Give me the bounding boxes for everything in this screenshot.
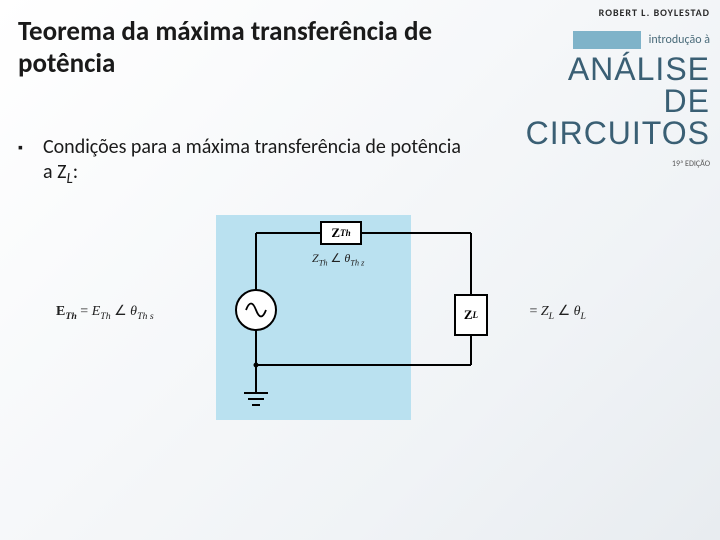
- angle-sign: ∠: [114, 304, 130, 319]
- zth-mag: Z: [312, 251, 319, 265]
- zth-box: ZTh: [320, 221, 362, 245]
- zl-box-label: Z: [464, 307, 473, 323]
- zth-equation: ZTh ∠ θTh z: [312, 251, 364, 267]
- bullet-marker: ▪: [18, 139, 23, 156]
- zl-box: ZL: [454, 294, 488, 336]
- book-author: ROBERT L. BOYLESTAD: [515, 6, 710, 19]
- zth-box-label: Z: [331, 225, 340, 241]
- angle-sign-3: ∠: [558, 304, 574, 319]
- book-title-2: CIRCUITOS: [526, 115, 710, 151]
- book-intro-bar: introdução à: [515, 31, 710, 49]
- book-intro: introdução à: [649, 33, 710, 47]
- theta-l-sub: L: [581, 311, 586, 322]
- bullet-item: ▪ Condições para a máxima transferência …: [18, 135, 463, 189]
- zl-mag: Z: [541, 304, 549, 319]
- angle-sign-2: ∠: [331, 251, 345, 265]
- book-title: ANÁLISE DE CIRCUITOS: [515, 53, 710, 149]
- zl-mag-sub: L: [549, 311, 554, 322]
- zl-box-sub: L: [473, 310, 479, 320]
- eth-symbol: E: [56, 304, 65, 319]
- book-edition: 19ª EDIÇÃO: [515, 159, 710, 169]
- bullet-text: Condições para a máxima transferência de…: [43, 135, 463, 189]
- bullet-prefix: Condições para a máxima transferência de…: [43, 135, 461, 184]
- theta-z-sub: Th z: [350, 258, 364, 267]
- eth-mag: E: [92, 304, 101, 319]
- page-title: Teorema da máxima transferência de potên…: [18, 16, 478, 81]
- theta-3: θ: [574, 304, 581, 319]
- zth-box-sub: Th: [340, 228, 351, 238]
- eq-sign-2: =: [529, 304, 540, 319]
- eth-mag-sub: Th: [100, 311, 110, 322]
- theta-sub: Th s: [137, 311, 154, 322]
- zl-equation: = ZL ∠ θL: [529, 303, 586, 322]
- eq-sign: =: [80, 304, 91, 319]
- bullet-suffix: :: [73, 160, 78, 184]
- eth-sub: Th: [65, 311, 76, 322]
- book-sidebar: ROBERT L. BOYLESTAD introdução à ANÁLISE…: [515, 6, 710, 169]
- book-swatch: [573, 31, 641, 49]
- eth-equation: ETh = ETh ∠ θTh s: [56, 303, 154, 322]
- book-title-1: ANÁLISE DE: [568, 51, 710, 119]
- zth-mag-sub: Th: [319, 258, 328, 267]
- circuit-diagram: ETh = ETh ∠ θTh s ZTh ZTh ∠ θTh z ZL =: [56, 215, 586, 425]
